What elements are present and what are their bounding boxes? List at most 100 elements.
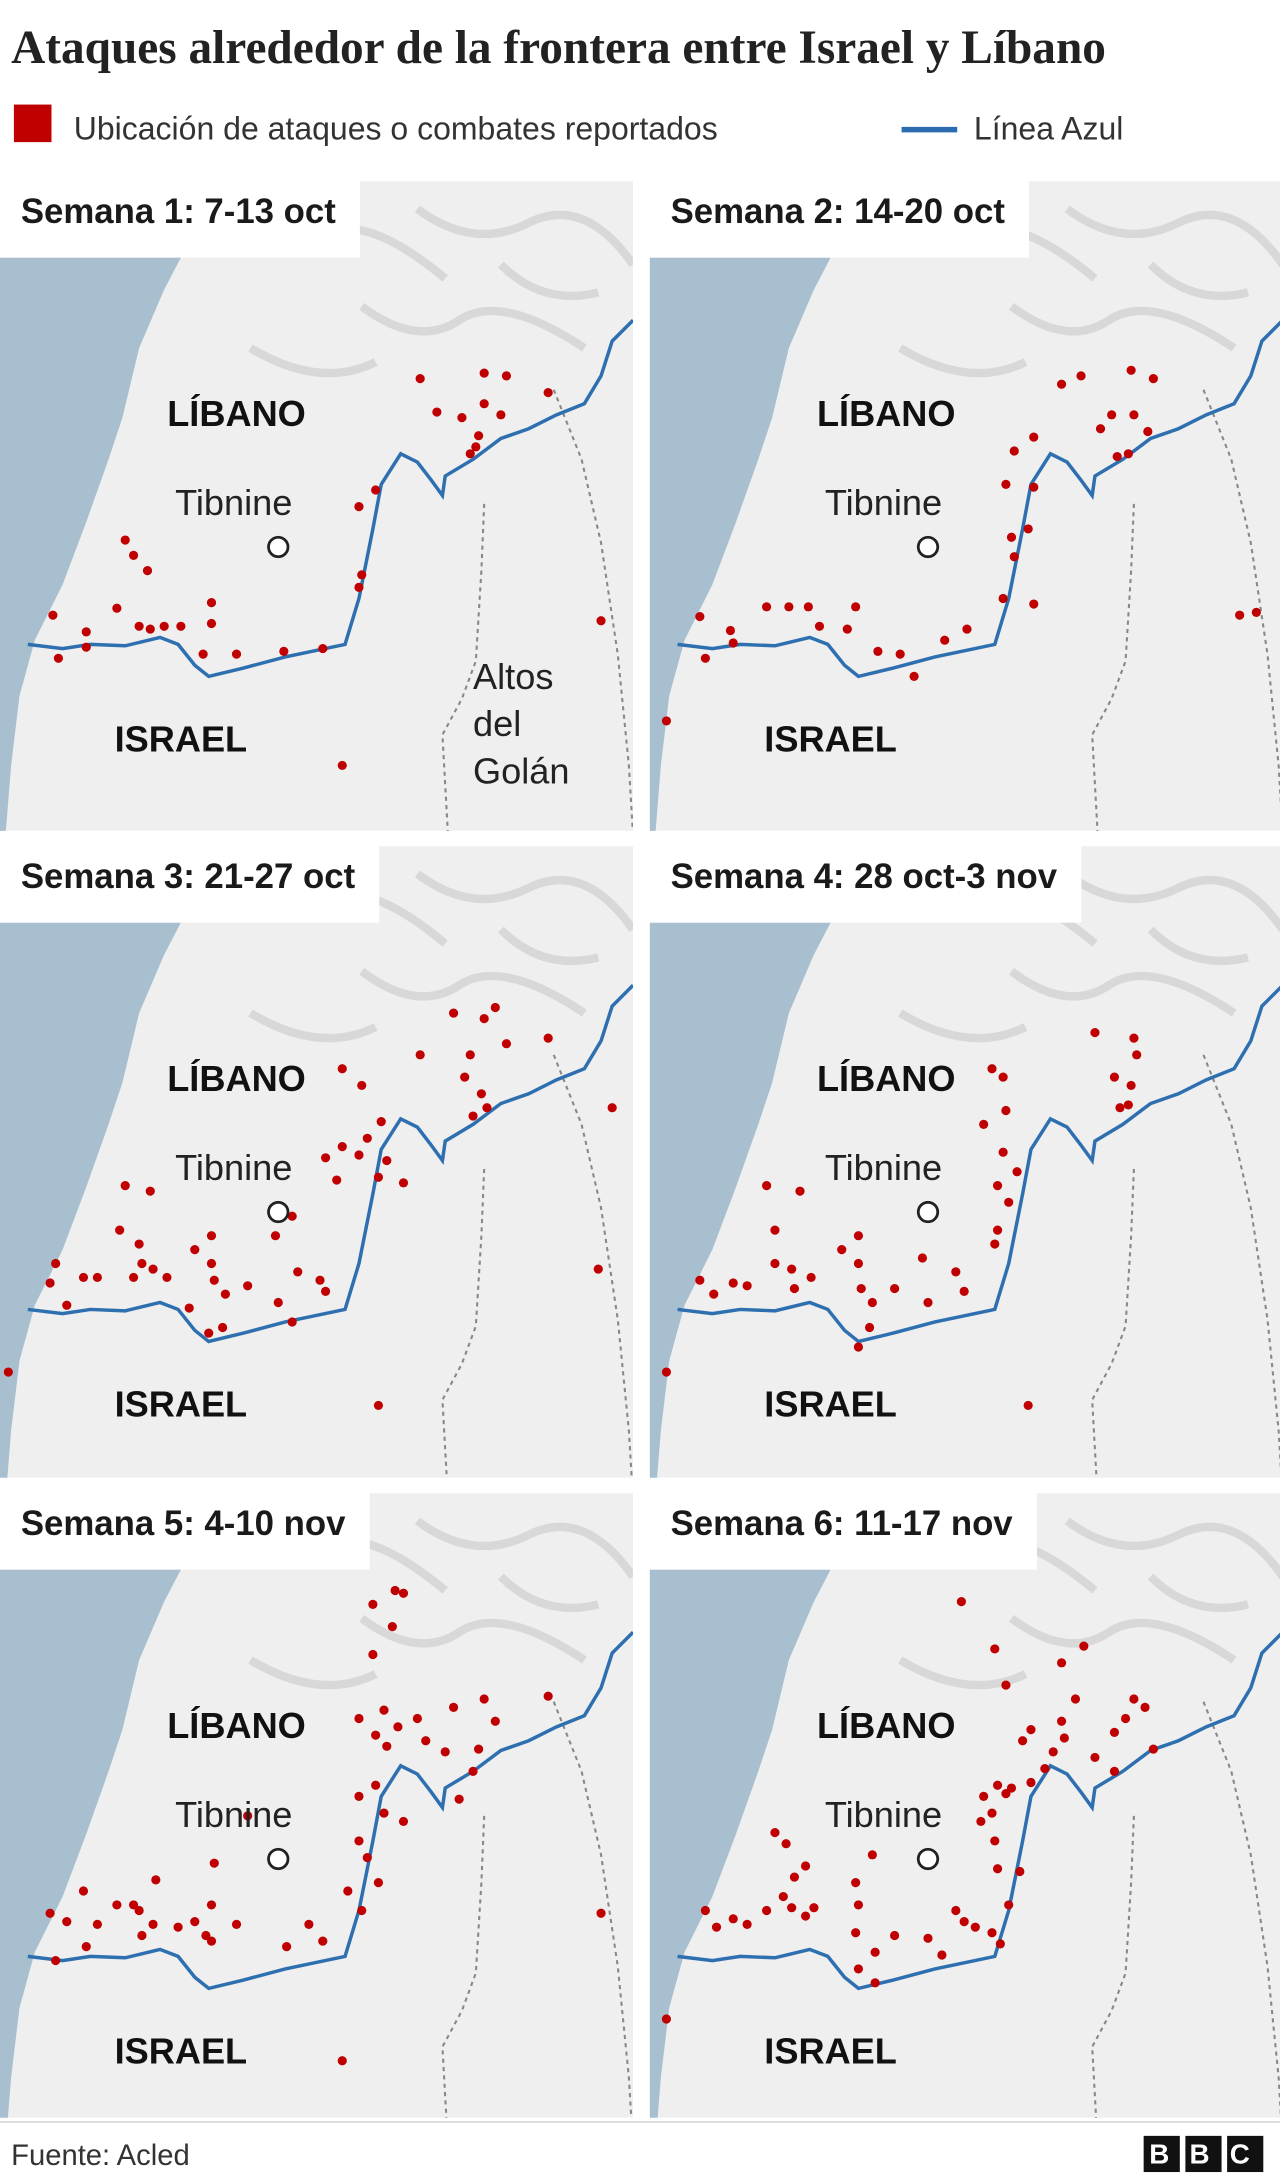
attack-dot [1012, 1167, 1022, 1177]
attack-dot [895, 649, 905, 659]
attack-dot [501, 1039, 512, 1049]
attack-dot [357, 1080, 367, 1091]
attack-dot [51, 1258, 61, 1269]
attack-dot [304, 1919, 314, 1929]
attack-dot [206, 1231, 217, 1241]
panels: LÍBANO Tibnine ISRAEL Altos del Golán Semana 1… [0, 181, 1280, 2118]
attack-dot [45, 1278, 55, 1288]
attack-dot [206, 1936, 217, 1946]
attack-dot [415, 374, 425, 384]
attack-dot [137, 1930, 147, 1941]
attack-dot [784, 602, 794, 612]
panel-title: Semana 2: 14-20 oct [671, 193, 1006, 231]
attack-dot [379, 1808, 389, 1818]
attack-dot [1029, 482, 1039, 492]
attack-dot [373, 1172, 384, 1182]
golan-border [1091, 1168, 1135, 1478]
attack-dot [867, 1297, 877, 1308]
label-israel: ISRAEL [115, 719, 248, 760]
golan-border [441, 1168, 486, 1478]
attack-dot [273, 1297, 283, 1308]
attack-dot [137, 1258, 147, 1269]
attack-dot [596, 1908, 606, 1918]
attack-dot [543, 387, 553, 398]
attack-dot [987, 1928, 997, 1938]
attack-dot [190, 1245, 200, 1255]
attack-dot [282, 1942, 292, 1952]
attack-dot [318, 1936, 328, 1946]
attack-dot [1015, 1866, 1025, 1877]
map-panel: LÍBANO Tibnine ISRAEL Semana 5: 4-10 nov [0, 1493, 634, 2118]
attack-dot [387, 1622, 397, 1632]
attack-dot [209, 1275, 219, 1285]
blue-line [27, 1630, 634, 1991]
sea [0, 257, 181, 831]
attack-dot [332, 1175, 342, 1185]
attack-dot [987, 1808, 997, 1818]
attack-dot [382, 1741, 392, 1751]
attack-dot [1090, 1027, 1100, 1038]
attack-dot [159, 621, 169, 631]
attack-dot [890, 1283, 900, 1294]
attack-dot [851, 602, 861, 612]
attack-dot [778, 1891, 788, 1902]
attack-dot [803, 602, 813, 612]
panel-title-box [649, 1493, 1037, 1570]
attack-dot [1006, 532, 1017, 542]
attack-dot [781, 1839, 791, 1849]
attack-dot [476, 1089, 486, 1099]
attack-dot [176, 621, 186, 631]
attack-dot [184, 1303, 194, 1313]
attack-dot [448, 1008, 459, 1018]
attack-dot [1109, 1727, 1120, 1737]
attack-dot [1143, 426, 1153, 437]
golan-border [1091, 503, 1135, 831]
attack-dot [371, 1730, 381, 1740]
attack-dot [853, 1964, 864, 1974]
golan-border [552, 389, 634, 831]
attack-dot [762, 1181, 772, 1191]
attack-dot [789, 1872, 800, 1882]
attack-dot [468, 1111, 478, 1121]
attack-dot [379, 1705, 389, 1715]
attack-dot [206, 598, 217, 608]
attack-dot [479, 399, 489, 409]
attack-dot [814, 621, 825, 631]
attack-dot [1129, 1033, 1139, 1043]
attack-dot [728, 1914, 738, 1924]
attack-dot [201, 1930, 211, 1941]
attack-dot [1029, 432, 1039, 442]
attack-dot [870, 1978, 880, 1988]
blue-line [677, 1632, 1280, 1991]
attack-dot [398, 1178, 409, 1188]
attack-dot [770, 1827, 780, 1838]
attack-dot [998, 593, 1008, 604]
attack-dot [990, 1239, 1000, 1249]
attack-dot [742, 1281, 752, 1291]
attack-dot [1107, 410, 1117, 420]
logo-box [1227, 2135, 1264, 2173]
attack-dot [320, 1286, 331, 1296]
sea [649, 922, 831, 1478]
attack-dot [206, 1900, 217, 1910]
attack-dot [112, 1900, 122, 1910]
attack-dot [148, 1919, 158, 1929]
golan-border [1202, 1054, 1280, 1472]
attack-dot [270, 1231, 281, 1241]
attack-dot [81, 642, 91, 652]
attack-dot [343, 1886, 353, 1896]
attack-dot [979, 1119, 989, 1129]
map-body: LÍBANO Tibnine ISRAEL [649, 181, 1280, 831]
attack-dot [474, 431, 484, 441]
legend-blue-line: Línea Azul [974, 110, 1123, 146]
attack-dot [864, 1322, 875, 1333]
attack-dot [1004, 1197, 1014, 1207]
attack-dot [1126, 1080, 1136, 1091]
attack-dot [806, 1272, 816, 1283]
panel-title-box [0, 181, 360, 258]
attack-dot [48, 610, 58, 620]
attack-dot [479, 368, 489, 378]
golan-border [1202, 389, 1280, 807]
attack-dot [287, 1317, 297, 1327]
attack-dot [909, 671, 919, 681]
